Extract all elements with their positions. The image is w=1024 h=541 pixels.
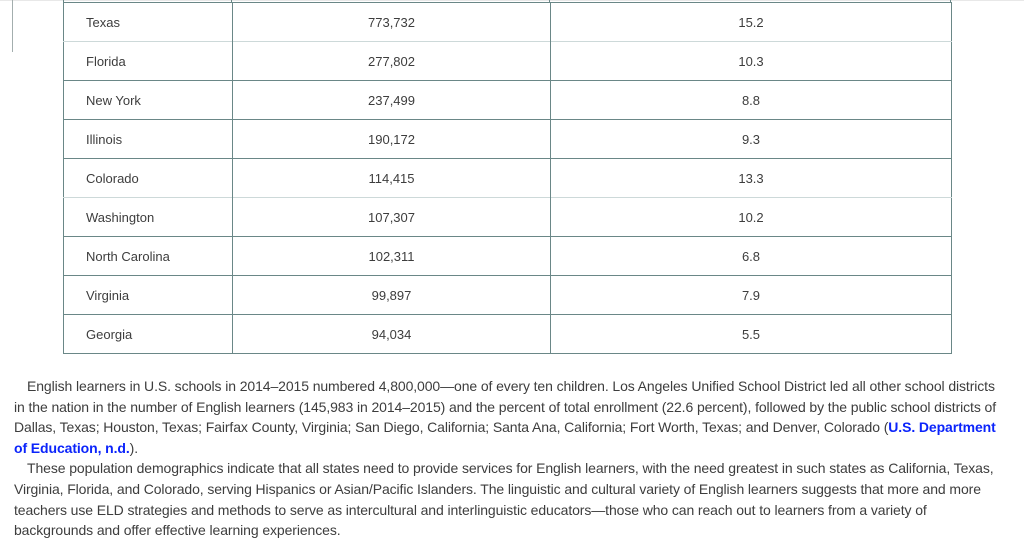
- state-cell: Washington: [86, 209, 155, 225]
- table-row: New York 237,499 8.8: [63, 80, 952, 120]
- percent-cell: 10.3: [550, 41, 952, 81]
- page-edge-line: [12, 0, 13, 52]
- table-row: Illinois 190,172 9.3: [63, 119, 952, 159]
- table-row: Florida 277,802 10.3: [63, 41, 952, 81]
- paragraph-text: ).: [129, 439, 138, 456]
- table-border-stub: [549, 0, 550, 2]
- count-cell: 107,307: [232, 197, 551, 237]
- state-cell: Virginia: [86, 287, 130, 303]
- percent-cell: 13.3: [550, 158, 952, 198]
- percent-cell: 15.2: [550, 2, 952, 42]
- state-cell: Georgia: [86, 326, 133, 342]
- count-cell: 190,172: [232, 119, 551, 159]
- table-border-stub: [63, 0, 64, 2]
- state-cell: Texas: [86, 14, 120, 30]
- percent-cell: 9.3: [550, 119, 952, 159]
- count-cell: 102,311: [232, 236, 551, 276]
- body-text: English learners in U.S. schools in 2014…: [14, 376, 1009, 541]
- count-cell: 99,897: [232, 275, 551, 315]
- percent-cell: 10.2: [550, 197, 952, 237]
- state-cell: Colorado: [86, 170, 139, 186]
- table-border-stub: [950, 0, 951, 2]
- english-learners-by-state-table: Texas 773,732 15.2 Florida 277,802 10.3 …: [63, 2, 952, 354]
- top-divider-line: [0, 0, 1024, 1]
- percent-cell: 8.8: [550, 80, 952, 120]
- paragraph-text: English learners in U.S. schools in 2014…: [14, 378, 996, 436]
- count-cell: 277,802: [232, 41, 551, 81]
- state-cell: Florida: [86, 53, 126, 69]
- count-cell: 237,499: [232, 80, 551, 120]
- table-row: Texas 773,732 15.2: [63, 2, 952, 42]
- state-cell: New York: [86, 92, 141, 108]
- percent-cell: 7.9: [550, 275, 952, 315]
- count-cell: 94,034: [232, 314, 551, 354]
- table-row: Virginia 99,897 7.9: [63, 275, 952, 315]
- table-row: Georgia 94,034 5.5: [63, 314, 952, 354]
- table-row: North Carolina 102,311 6.8: [63, 236, 952, 276]
- state-cell: Illinois: [86, 131, 123, 147]
- citation-link[interactable]: U.S. Department of Education, n.d.: [14, 419, 996, 456]
- paragraph-population-demographics: These population demographics indicate t…: [14, 460, 994, 539]
- count-cell: 114,415: [232, 158, 551, 198]
- table-border-stub: [231, 0, 232, 2]
- table-row: Colorado 114,415 13.3: [63, 158, 952, 198]
- percent-cell: 5.5: [550, 314, 952, 354]
- count-cell: 773,732: [232, 2, 551, 42]
- state-cell: North Carolina: [86, 248, 170, 264]
- paragraph-english-learners: English learners in U.S. schools in 2014…: [14, 376, 1009, 458]
- table-row: Washington 107,307 10.2: [63, 197, 952, 237]
- percent-cell: 6.8: [550, 236, 952, 276]
